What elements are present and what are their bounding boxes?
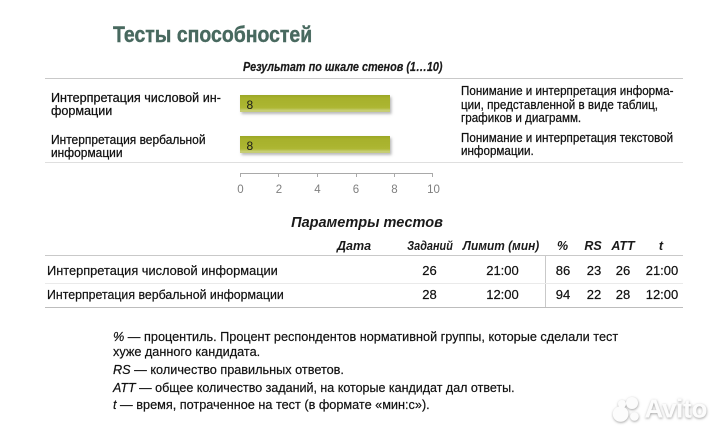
svg-text:Avito: Avito — [645, 394, 708, 424]
